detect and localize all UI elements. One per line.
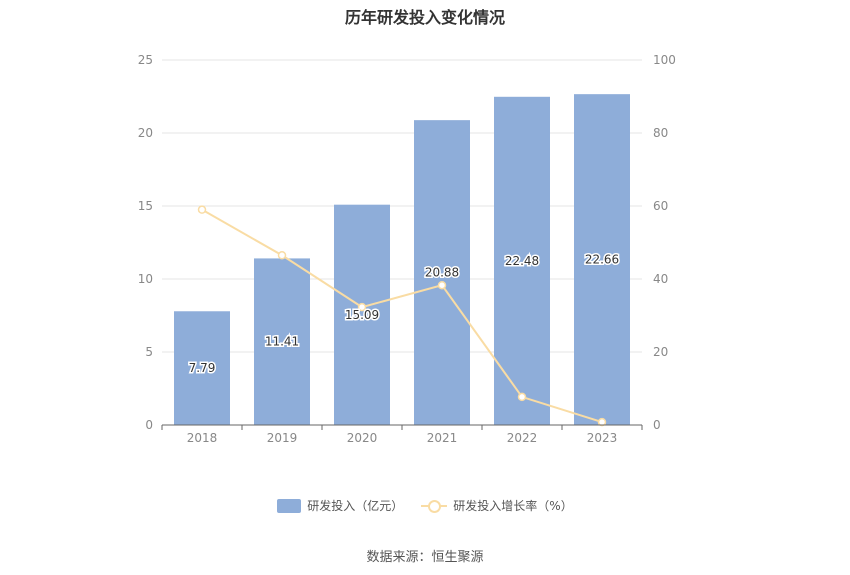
x-tick-label: 2019: [267, 431, 298, 445]
right-tick-label: 20: [653, 345, 668, 359]
x-tick-label: 2021: [427, 431, 458, 445]
bar-value-label: 11.41: [265, 335, 299, 349]
x-tick-label: 2023: [587, 431, 618, 445]
growth-point: [517, 392, 527, 402]
legend-label-bar: 研发投入（亿元）: [307, 499, 404, 513]
bar: [174, 311, 230, 425]
bar-value-label: 7.79: [189, 361, 216, 375]
growth-point: [357, 302, 367, 312]
gridlines: [162, 59, 642, 353]
growth-point: [597, 417, 607, 427]
left-tick-label: 15: [138, 199, 153, 213]
x-tick-label: 2018: [187, 431, 218, 445]
bar-value-label: 15.09: [345, 308, 379, 322]
legend-item-bar[interactable]: 研发投入（亿元）: [277, 497, 403, 514]
x-tick-label: 2020: [347, 431, 378, 445]
growth-point: [277, 251, 287, 260]
x-tick-label: 2022: [507, 431, 538, 445]
right-tick-label: 100: [653, 53, 676, 67]
right-tick-label: 80: [653, 126, 668, 140]
legend: 研发投入（亿元） 研发投入增长率（%）: [0, 497, 850, 514]
left-axis-ticks: 0 5 10 15 20 25: [138, 53, 153, 432]
right-tick-label: 0: [653, 418, 661, 432]
bar-series: [174, 94, 630, 426]
left-tick-label: 10: [138, 272, 153, 286]
bar: [414, 120, 470, 425]
right-axis-ticks: 0 20 40 60 80 100: [653, 53, 676, 432]
line-series: [197, 205, 607, 427]
bar: [574, 94, 630, 425]
growth-point: [197, 205, 207, 214]
bar: [334, 204, 390, 425]
right-tick-label: 40: [653, 272, 668, 286]
growth-point: [437, 280, 447, 290]
legend-bar-swatch: [277, 498, 302, 513]
legend-line-swatch: [421, 499, 448, 513]
bar-value-label: 20.88: [425, 266, 459, 280]
bar: [254, 258, 310, 425]
right-tick-label: 60: [653, 199, 668, 213]
left-tick-label: 0: [145, 418, 153, 432]
x-axis: 2018 2019 2020 2021 2022 2023: [161, 424, 643, 445]
bar-value-labels: 7.79 11.41 15.09 20.88 22.48 22.66: [187, 251, 621, 377]
growth-line: [201, 208, 603, 424]
left-tick-label: 25: [138, 53, 153, 67]
left-tick-label: 5: [145, 345, 153, 359]
legend-item-line[interactable]: 研发投入增长率（%）: [421, 497, 573, 514]
left-tick-label: 20: [138, 126, 153, 140]
chart-title: 历年研发投入变化情况: [344, 8, 505, 27]
legend-label-line: 研发投入增长率（%）: [453, 499, 573, 513]
bar-value-label: 22.48: [505, 254, 539, 268]
source-note: 数据来源：恒生聚源: [366, 550, 484, 565]
bar-value-label: 22.66: [585, 253, 619, 267]
